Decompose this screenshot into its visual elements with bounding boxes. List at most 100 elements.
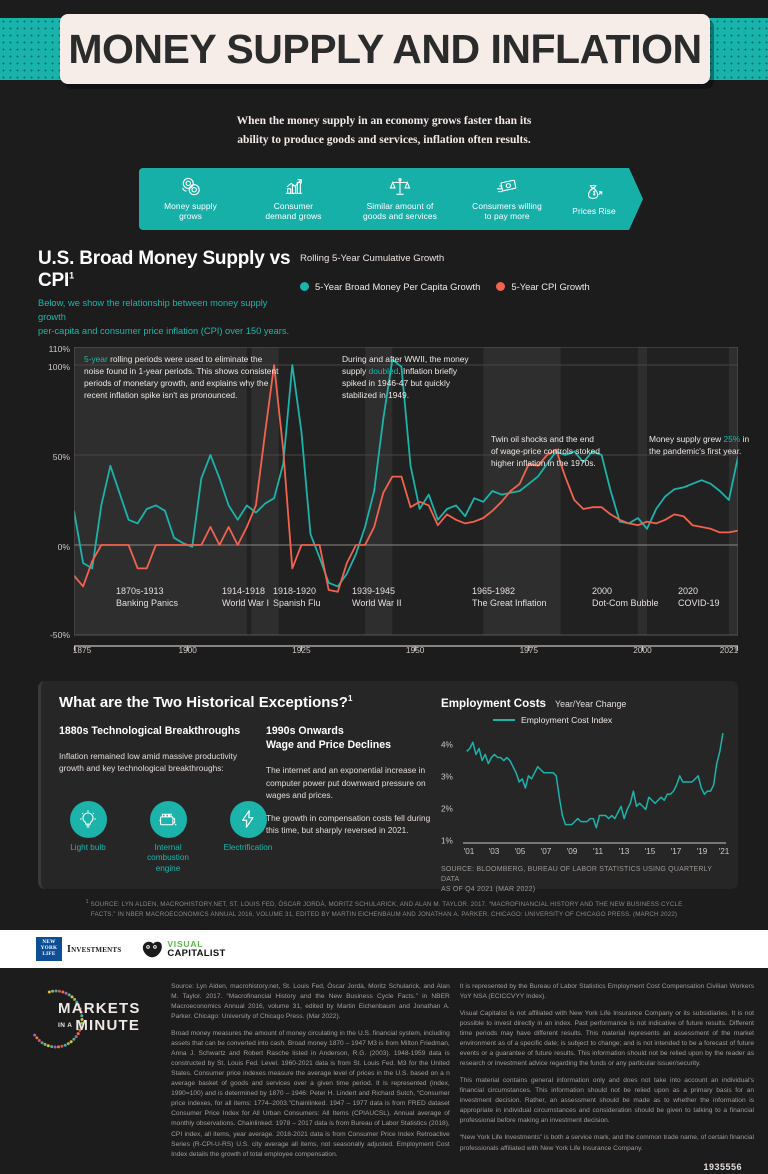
main-chart-header: U.S. Broad Money Supply vs CPI1 Below, w… xyxy=(38,248,738,339)
mm-line-2: IN A MINUTE xyxy=(58,1017,141,1034)
main-chart-desc-2: per-capita and consumer price inflation … xyxy=(38,325,290,336)
breakthrough-label-1: Internal combustion engine xyxy=(147,842,189,874)
process-step-label-5a: Prices Rise xyxy=(572,206,616,217)
era-label-great-inflation: 1965-1982 The Great Inflation xyxy=(472,585,547,609)
era-label-banking-panics: 1870s-1913 Banking Panics xyxy=(116,585,178,609)
annotation-five-year-l2: noise found in 1-year periods. This show… xyxy=(84,365,279,376)
era-name-6: COVID-19 xyxy=(678,597,720,608)
main-chart-title: U.S. Broad Money Supply vs CPI1 xyxy=(38,248,296,292)
mini-x-tick-09: '09 xyxy=(566,846,578,856)
exceptions-title: What are the Two Historical Exceptions?1 xyxy=(59,694,352,711)
mini-x-tick-03: '03 xyxy=(488,846,500,856)
vc-wordmark: VISUAL CAPITALIST xyxy=(167,940,225,958)
era-label-dotcom: 2000 Dot-Com Bubble xyxy=(592,585,659,609)
era-years-3: 1939-1945 xyxy=(352,585,396,596)
disclaimer-right-p4: “New York Life Investments” is both a se… xyxy=(459,1134,754,1152)
main-chart-plot-area: 110% 100% 50% 0% -50% 5-year rolling per… xyxy=(38,343,749,667)
legend-label-money: 5-Year Broad Money Per Capita Growth xyxy=(315,280,481,292)
annotation-five-year-l1: rolling periods were used to eliminate t… xyxy=(110,353,263,364)
process-step-label-1a: Money supply xyxy=(164,200,217,211)
legend-dot-money xyxy=(300,281,309,291)
mini-x-tick-13: '13 xyxy=(618,846,630,856)
mini-legend-label: Employment Cost Index xyxy=(521,714,613,725)
y-tick-100: 100% xyxy=(48,361,70,372)
main-chart-description: Below, we show the relationship between … xyxy=(38,297,296,339)
subtitle-line-1: When the money supply in an economy grow… xyxy=(236,115,532,127)
x-tick-1875: 1875 xyxy=(72,644,92,655)
mini-x-tick-21: '21 xyxy=(718,846,730,856)
annotation-pandemic-highlight: 25% xyxy=(723,433,741,444)
mini-x-tick-17: '17 xyxy=(670,846,682,856)
exceptions-b-body-1: The internet and an exponential increase… xyxy=(266,765,426,801)
era-name-5: Dot-Com Bubble xyxy=(592,597,659,608)
annotation-oil-l3: higher inflation in the 1970s. xyxy=(491,458,596,469)
era-label-wwi: 1914-1918 World War I xyxy=(222,585,269,609)
annotation-pandemic: Money supply grew 25% in the pandemic's … xyxy=(649,433,768,457)
new-york-life-logo: NEW YORK LIFE Investments xyxy=(36,937,121,962)
exceptions-column-a: 1880s Technological Breakthroughs Inflat… xyxy=(59,724,244,775)
footnote-line-2: FACTS.” IN NBER MACROECONOMICS ANNUAL 20… xyxy=(90,911,678,919)
exceptions-b-heading-2: Wage and Price Declines xyxy=(266,739,392,752)
process-step-similar-goods: Similar amount of goods and services xyxy=(345,167,469,230)
vc-word-visual: VISUAL xyxy=(167,939,204,950)
employment-costs-chart: Employment Costs Year/Year Change Employ… xyxy=(441,697,729,895)
x-tick-2021: 2021 xyxy=(719,644,739,655)
main-chart-title-footnote: 1 xyxy=(69,270,74,281)
disclaimer-right-p2: Visual Capitalist is not affiliated with… xyxy=(459,1010,754,1068)
vc-word-capitalist: CAPITALIST xyxy=(167,947,226,959)
mini-chart-legend: Employment Cost Index xyxy=(493,715,729,725)
historical-exceptions-panel: What are the Two Historical Exceptions?1… xyxy=(38,680,738,893)
legend-item-money: 5-Year Broad Money Per Capita Growth xyxy=(300,281,480,292)
mini-chart-subtitle: Year/Year Change xyxy=(555,698,627,709)
era-years-4: 1965-1982 xyxy=(472,585,516,596)
era-years-6: 2020 xyxy=(678,585,699,596)
annotation-five-year-l4: recent inflation spike isn't as pronounc… xyxy=(84,390,238,401)
mm-line-2-text: MINUTE xyxy=(75,1017,141,1035)
main-chart-x-axis: 1875 1900 1925 1950 1975 2000 2021 xyxy=(72,638,739,656)
annotation-pandemic-l1a: Money supply grew xyxy=(649,433,724,444)
main-chart-svg xyxy=(73,346,739,636)
document-number: 1935556 xyxy=(703,1161,742,1172)
subtitle: When the money supply in an economy grow… xyxy=(0,112,768,150)
era-name-4: The Great Inflation xyxy=(472,597,547,608)
disclaimer-left-column: Source: Lyn Alden, macrohistory.net, St.… xyxy=(171,982,450,1174)
footnote-line-1: SOURCE: LYN ALDEN, MACROHISTORY.NET, ST.… xyxy=(90,900,683,908)
nyl-box-1: NEW xyxy=(42,939,56,946)
annotation-wwii-highlight: doubled xyxy=(368,365,399,376)
exceptions-title-footnote: 1 xyxy=(347,693,353,703)
annotation-wwii-l2a: supply xyxy=(342,365,369,376)
mini-y-tick-3: 3% xyxy=(441,772,453,782)
main-chart-kicker: Rolling 5-Year Cumulative Growth xyxy=(300,252,445,264)
mini-x-tick-05: '05 xyxy=(514,846,526,856)
exceptions-b-body-2: The growth in compensation costs fell du… xyxy=(266,812,431,836)
title-plate: MONEY SUPPLY AND INFLATION xyxy=(60,14,710,84)
disclaimer-right-p3: This material contains general informati… xyxy=(459,1077,754,1125)
x-tick-1950: 1950 xyxy=(405,644,425,655)
exceptions-a-heading: 1880s Technological Breakthroughs xyxy=(59,724,241,737)
breakthrough-engine: Internal combustion engine xyxy=(135,800,201,875)
process-step-label-2a: Consumer xyxy=(273,200,314,211)
era-label-wwii: 1939-1945 World War II xyxy=(352,585,402,609)
disclaimer-left-p2: Broad money measures the amount of money… xyxy=(171,1030,450,1158)
process-step-consumers-pay-more: Consumers willing to pay more xyxy=(455,167,573,230)
legend-dot-cpi xyxy=(496,281,506,291)
x-tick-1900: 1900 xyxy=(178,644,197,655)
disclaimer-right-column: It is represented by the Bureau of Labor… xyxy=(460,982,754,1174)
process-step-label-4a: Consumers willing xyxy=(472,200,542,211)
mini-chart-source: SOURCE: BLOOMBERG, BUREAU OF LABOR STATI… xyxy=(441,865,729,895)
era-name-3: World War II xyxy=(352,597,402,608)
breakthrough-label-0: Light bulb xyxy=(70,842,106,852)
legend-label-cpi: 5-Year CPI Growth xyxy=(511,280,590,292)
annotation-five-year-highlight: 5-year xyxy=(84,353,108,364)
footnote-marker: 1 xyxy=(85,898,89,905)
mini-chart-header: Employment Costs Year/Year Change xyxy=(441,697,729,710)
markets-in-a-minute-logo: MARKETS IN A MINUTE xyxy=(14,982,171,1174)
era-years-5: 2000 xyxy=(592,585,613,596)
annotation-oil-l2: of wage-price controls stoked xyxy=(491,445,600,456)
y-tick-110: 110% xyxy=(48,343,70,354)
annotation-five-year: 5-year rolling periods were used to elim… xyxy=(84,353,294,402)
x-tick-2000: 2000 xyxy=(633,644,652,655)
nyl-box-3: LIFE xyxy=(42,951,56,958)
mini-x-tick-15: '15 xyxy=(644,846,656,856)
lightbulb-icon xyxy=(69,800,107,838)
